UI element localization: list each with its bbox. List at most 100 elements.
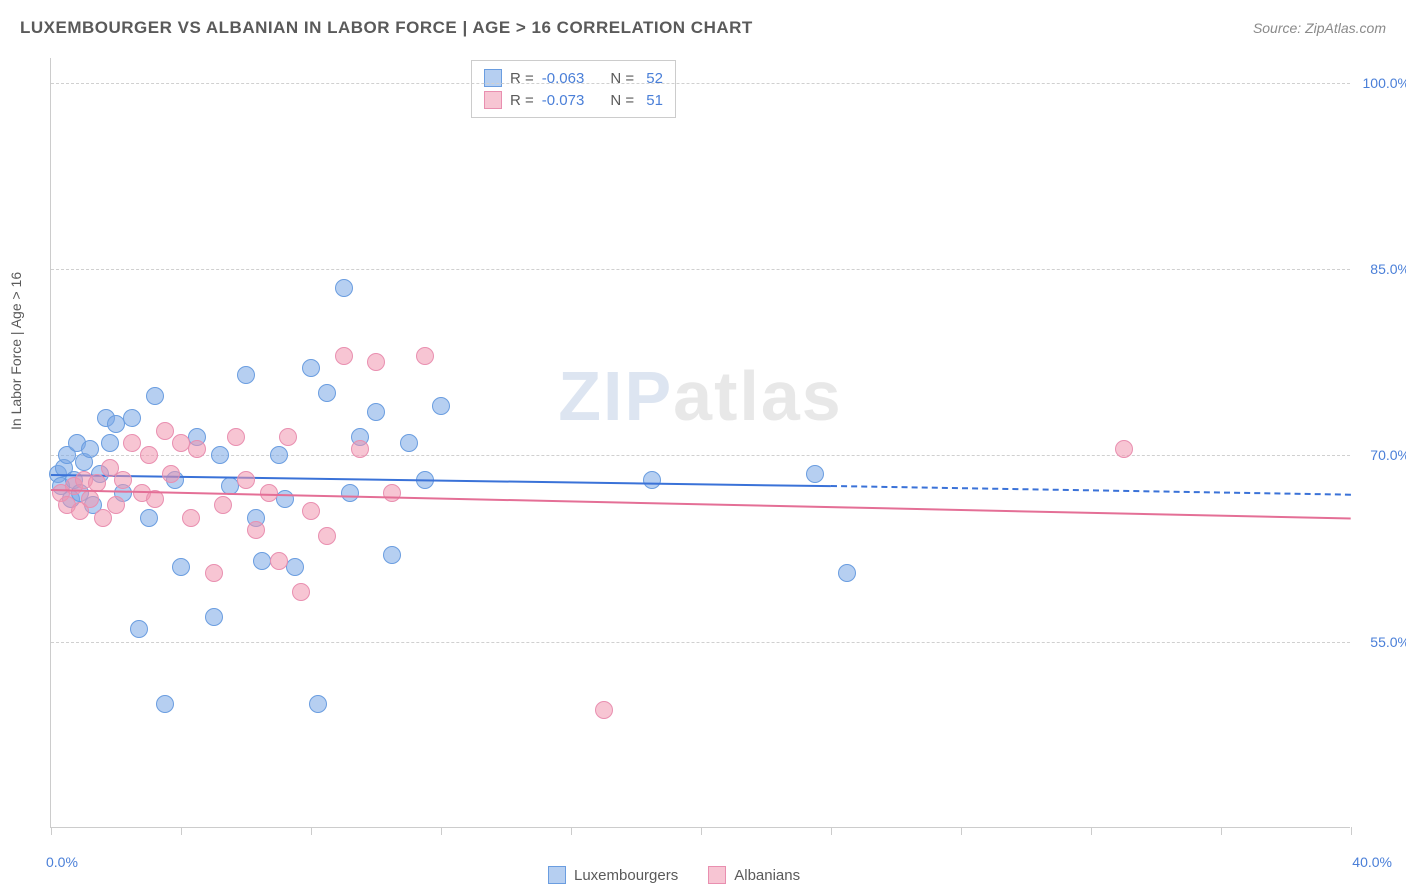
scatter-point	[806, 465, 824, 483]
scatter-point	[309, 695, 327, 713]
r-label: R =	[510, 92, 534, 109]
series-legend-label: Luxembourgers	[574, 867, 678, 884]
chart-title: LUXEMBOURGER VS ALBANIAN IN LABOR FORCE …	[20, 18, 753, 38]
x-tick	[571, 827, 572, 835]
scatter-point	[123, 409, 141, 427]
series-legend: Luxembourgers Albanians	[548, 866, 800, 884]
scatter-point	[270, 446, 288, 464]
legend-swatch	[484, 69, 502, 87]
x-axis-left-label: 0.0%	[46, 854, 78, 870]
scatter-point	[341, 484, 359, 502]
scatter-point	[227, 428, 245, 446]
series-legend-label: Albanians	[734, 867, 800, 884]
scatter-point	[383, 484, 401, 502]
legend-swatch	[484, 91, 502, 109]
x-tick	[1351, 827, 1352, 835]
y-tick-label: 100.0%	[1355, 75, 1406, 91]
scatter-point	[156, 422, 174, 440]
grid-line	[51, 642, 1350, 643]
scatter-point	[318, 527, 336, 545]
scatter-point	[432, 397, 450, 415]
scatter-point	[286, 558, 304, 576]
x-tick	[961, 827, 962, 835]
scatter-point	[123, 434, 141, 452]
scatter-point	[107, 496, 125, 514]
y-tick-label: 70.0%	[1355, 447, 1406, 463]
trend-line-dashed	[831, 485, 1351, 496]
scatter-point	[335, 347, 353, 365]
legend-swatch	[548, 866, 566, 884]
grid-line	[51, 83, 1350, 84]
correlation-legend: R = -0.063 N = 52 R = -0.073 N = 51	[471, 60, 676, 118]
y-axis-label: In Labor Force | Age > 16	[8, 272, 24, 430]
scatter-point	[205, 608, 223, 626]
r-value: -0.063	[542, 70, 585, 87]
scatter-point	[367, 353, 385, 371]
scatter-point	[318, 384, 336, 402]
scatter-point	[237, 366, 255, 384]
scatter-point	[211, 446, 229, 464]
scatter-point	[302, 359, 320, 377]
series-legend-item: Luxembourgers	[548, 866, 678, 884]
x-tick	[701, 827, 702, 835]
scatter-point	[114, 471, 132, 489]
source-label: Source: ZipAtlas.com	[1253, 20, 1386, 36]
watermark-part1: ZIP	[558, 357, 673, 435]
scatter-point	[182, 509, 200, 527]
scatter-point	[188, 440, 206, 458]
scatter-point	[400, 434, 418, 452]
x-tick	[311, 827, 312, 835]
x-tick	[1221, 827, 1222, 835]
x-tick	[181, 827, 182, 835]
scatter-point	[302, 502, 320, 520]
scatter-point	[146, 387, 164, 405]
y-tick-label: 85.0%	[1355, 261, 1406, 277]
x-axis-right-label: 40.0%	[1352, 854, 1392, 870]
scatter-point	[643, 471, 661, 489]
x-tick	[1091, 827, 1092, 835]
scatter-point	[595, 701, 613, 719]
r-label: R =	[510, 70, 534, 87]
scatter-point	[172, 558, 190, 576]
n-label: N =	[610, 70, 634, 87]
n-value: 52	[642, 70, 663, 87]
watermark-part2: atlas	[673, 357, 843, 435]
scatter-point	[276, 490, 294, 508]
x-tick	[441, 827, 442, 835]
scatter-point	[383, 546, 401, 564]
grid-line	[51, 269, 1350, 270]
scatter-point	[279, 428, 297, 446]
scatter-point	[335, 279, 353, 297]
scatter-point	[162, 465, 180, 483]
scatter-point	[140, 509, 158, 527]
correlation-legend-row: R = -0.073 N = 51	[484, 89, 663, 111]
scatter-point	[81, 440, 99, 458]
r-value: -0.073	[542, 92, 585, 109]
scatter-point	[237, 471, 255, 489]
scatter-point	[292, 583, 310, 601]
n-label: N =	[610, 92, 634, 109]
scatter-point	[838, 564, 856, 582]
scatter-point	[1115, 440, 1133, 458]
grid-line	[51, 455, 1350, 456]
scatter-point	[351, 440, 369, 458]
scatter-point	[247, 521, 265, 539]
correlation-legend-row: R = -0.063 N = 52	[484, 67, 663, 89]
scatter-point	[130, 620, 148, 638]
watermark: ZIPatlas	[558, 356, 842, 436]
scatter-point	[205, 564, 223, 582]
chart-plot-area: ZIPatlas R =-0.063N = 52R =-0.073N = 51 …	[50, 58, 1350, 828]
scatter-point	[156, 695, 174, 713]
series-legend-item: Albanians	[708, 866, 800, 884]
scatter-point	[214, 496, 232, 514]
n-value: 51	[642, 92, 663, 109]
legend-swatch	[708, 866, 726, 884]
scatter-point	[270, 552, 288, 570]
x-tick	[831, 827, 832, 835]
scatter-point	[140, 446, 158, 464]
x-tick	[51, 827, 52, 835]
scatter-point	[101, 434, 119, 452]
scatter-point	[416, 347, 434, 365]
scatter-point	[81, 490, 99, 508]
scatter-point	[367, 403, 385, 421]
